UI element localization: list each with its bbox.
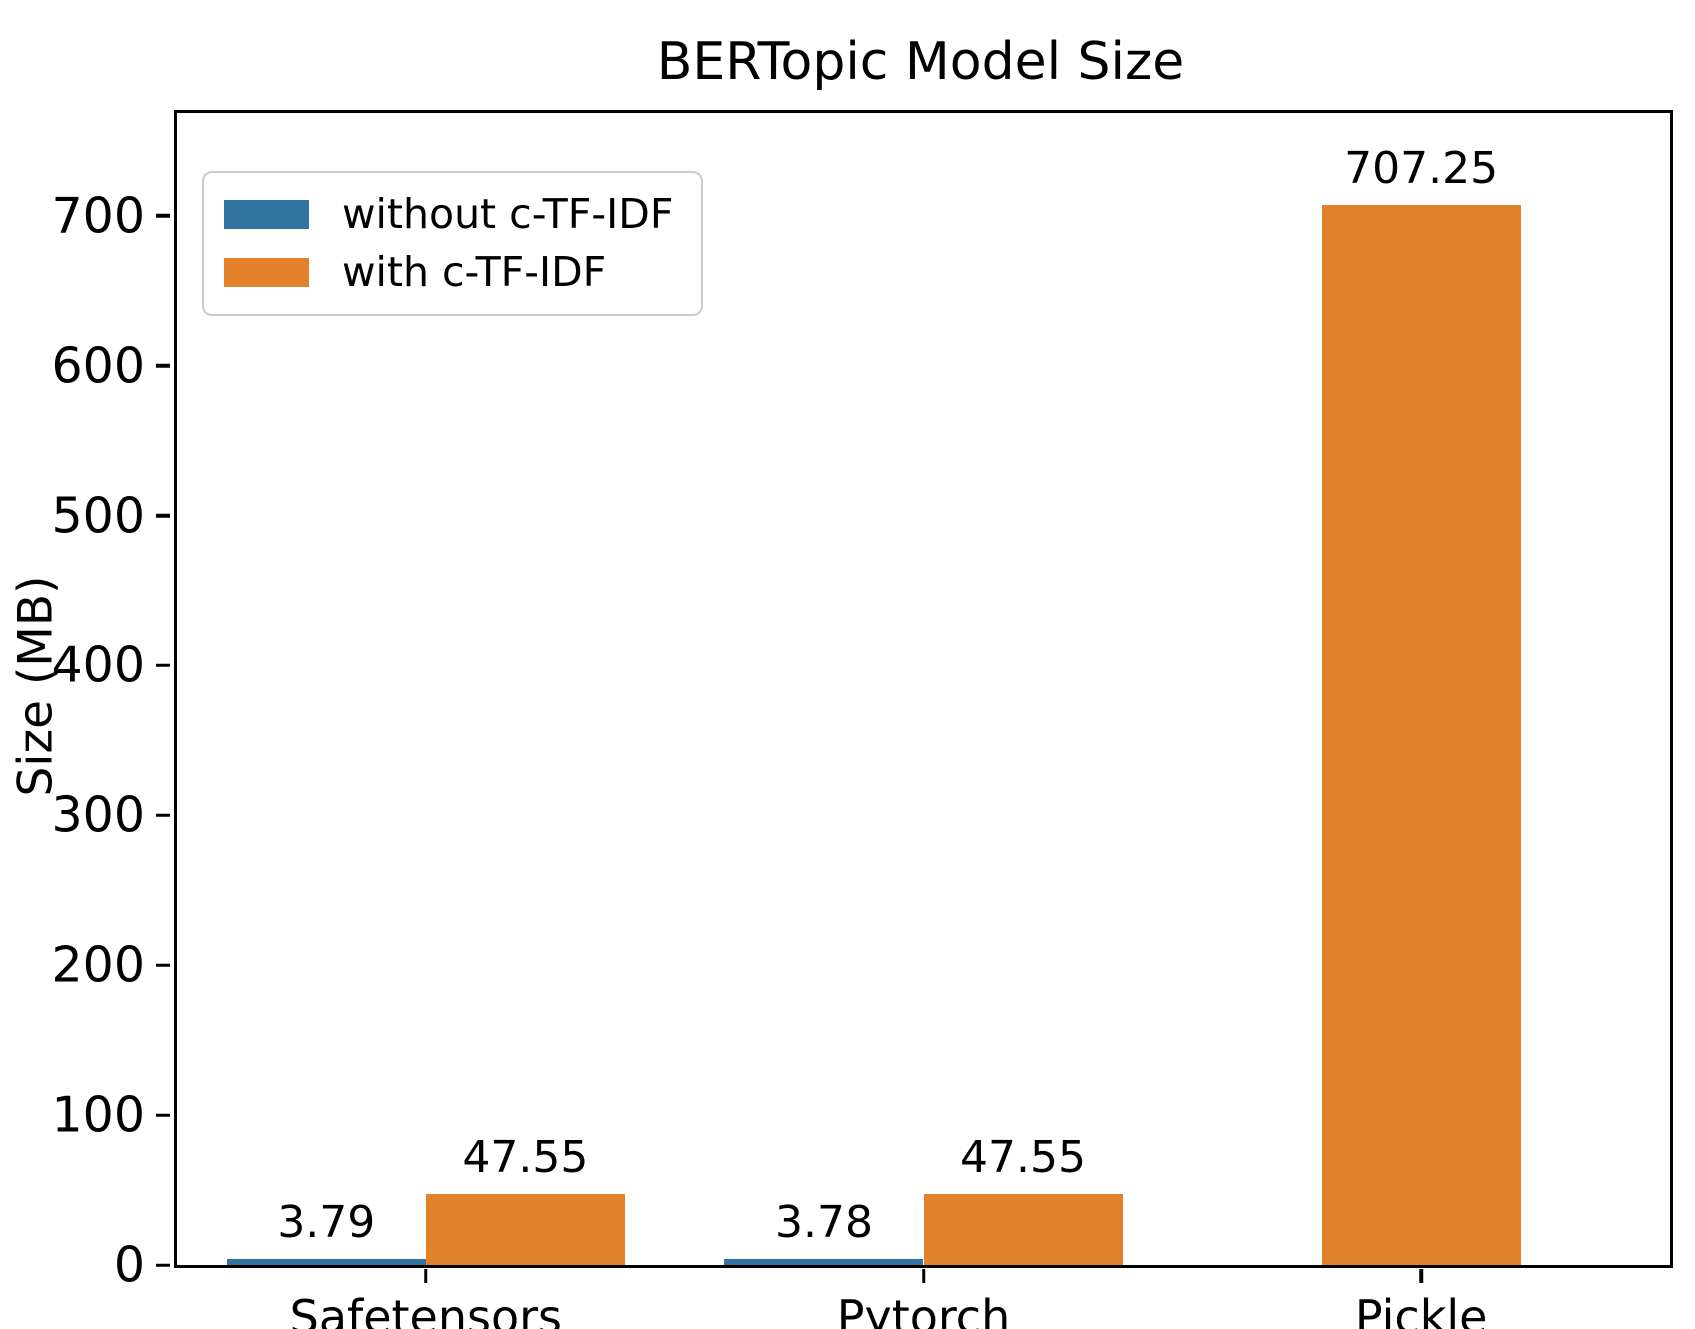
bar-pickle-series-1 bbox=[1321, 204, 1521, 1265]
legend: without c-TF-IDF with c-TF-IDF bbox=[202, 171, 704, 317]
y-tick-mark bbox=[155, 513, 170, 518]
y-tick-mark bbox=[155, 963, 170, 967]
y-tick-mark bbox=[155, 213, 170, 218]
y-tick-label: 400 bbox=[51, 636, 145, 694]
x-tick-mark bbox=[921, 1268, 926, 1283]
bar-pytorch-series-1 bbox=[923, 1193, 1123, 1265]
legend-item-0: without c-TF-IDF bbox=[224, 190, 673, 239]
y-tick-label: 0 bbox=[113, 1236, 145, 1294]
bar-pytorch-series-0 bbox=[724, 1259, 924, 1265]
x-tick-mark bbox=[424, 1268, 428, 1283]
bar-safetensors-series-1 bbox=[425, 1193, 625, 1265]
y-tick-mark bbox=[155, 663, 170, 668]
legend-label: without c-TF-IDF bbox=[342, 190, 674, 238]
bar-value-label: 47.55 bbox=[960, 1131, 1087, 1183]
y-tick-mark bbox=[155, 1113, 170, 1117]
bar-safetensors-series-0 bbox=[226, 1259, 426, 1265]
x-tick-label-pytorch: Pytorch bbox=[836, 1290, 1011, 1329]
legend-swatch-icon bbox=[224, 200, 309, 230]
bar-value-label: 3.79 bbox=[277, 1197, 376, 1249]
bar-value-label: 47.55 bbox=[462, 1131, 589, 1183]
y-tick-mark bbox=[155, 813, 170, 818]
y-tick-label: 700 bbox=[51, 187, 145, 245]
y-tick-label: 300 bbox=[51, 786, 145, 844]
y-tick-label: 100 bbox=[51, 1086, 145, 1144]
plot-area: 3.79 47.55 3.78 47.55 707.25 0 100 200 300 400 50… bbox=[51, 110, 1673, 1329]
legend-label: with c-TF-IDF bbox=[342, 248, 607, 297]
y-tick-label: 200 bbox=[51, 936, 145, 994]
y-tick-mark bbox=[155, 1263, 170, 1267]
legend-item-1: with c-TF-IDF bbox=[224, 248, 673, 297]
bar-value-label: 707.25 bbox=[1344, 142, 1499, 194]
bar-value-label: 3.78 bbox=[774, 1197, 873, 1249]
y-tick-label: 500 bbox=[51, 487, 145, 544]
y-tick-label: 600 bbox=[51, 337, 145, 395]
chart-title: BERTopic Model Size bbox=[656, 32, 1185, 92]
x-tick-label-safetensors: Safetensors bbox=[289, 1290, 563, 1329]
x-tick-label-pickle: Pickle bbox=[1354, 1290, 1488, 1329]
legend-swatch-icon bbox=[224, 258, 309, 288]
x-tick-mark bbox=[1419, 1268, 1423, 1283]
y-tick-mark bbox=[155, 363, 170, 368]
